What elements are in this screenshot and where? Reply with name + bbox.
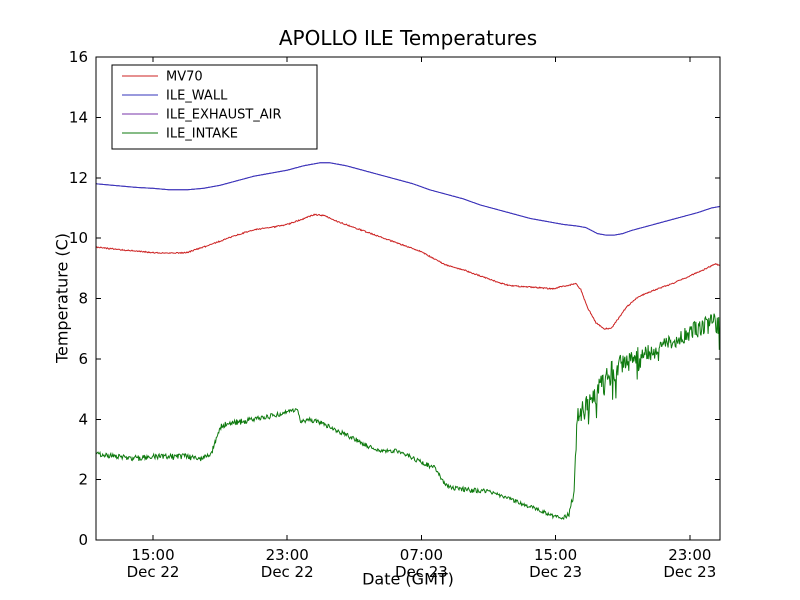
- x-axis-label: Date (GMT): [362, 569, 454, 589]
- x-tick-time-label: 15:00: [534, 546, 577, 564]
- legend-label-ile_exhaust_air: ILE_EXHAUST_AIR: [166, 108, 282, 123]
- series-line-ile_intake: [96, 313, 720, 520]
- y-tick-label: 8: [78, 290, 88, 308]
- series-line-mv70: [96, 213, 720, 330]
- series-line-ile_exhaust_air: [96, 162, 720, 236]
- x-tick-date-label: Dec 23: [529, 563, 582, 581]
- y-tick-label: 16: [69, 48, 88, 66]
- legend-box: [111, 64, 318, 150]
- x-tick-date-label: Dec 23: [395, 563, 448, 581]
- x-tick-date-label: Dec 23: [663, 563, 716, 581]
- legend-label-mv70: MV70: [166, 70, 203, 85]
- chart-title: APOLLO ILE Temperatures: [278, 26, 538, 50]
- x-tick-date-label: Dec 22: [261, 563, 314, 581]
- x-tick-time-label: 07:00: [400, 546, 443, 564]
- axes-frame: [95, 56, 721, 541]
- y-tick-label: 0: [78, 531, 88, 549]
- series-line-ile_wall: [96, 162, 720, 236]
- x-tick-date-label: Dec 22: [127, 563, 180, 581]
- legend-label-ile_intake: ILE_INTAKE: [166, 127, 238, 142]
- y-tick-label: 4: [78, 410, 88, 428]
- y-tick-label: 12: [69, 169, 88, 187]
- y-tick-label: 6: [78, 350, 88, 368]
- legend-label-ile_wall: ILE_WALL: [166, 89, 228, 104]
- x-tick-time-label: 23:00: [266, 546, 309, 564]
- y-axis-label: Temperature (C): [52, 232, 72, 364]
- x-tick-time-label: 23:00: [668, 546, 711, 564]
- y-tick-label: 14: [69, 108, 88, 126]
- y-tick-label: 2: [78, 471, 88, 489]
- x-tick-time-label: 15:00: [131, 546, 174, 564]
- y-tick-label: 10: [69, 229, 88, 247]
